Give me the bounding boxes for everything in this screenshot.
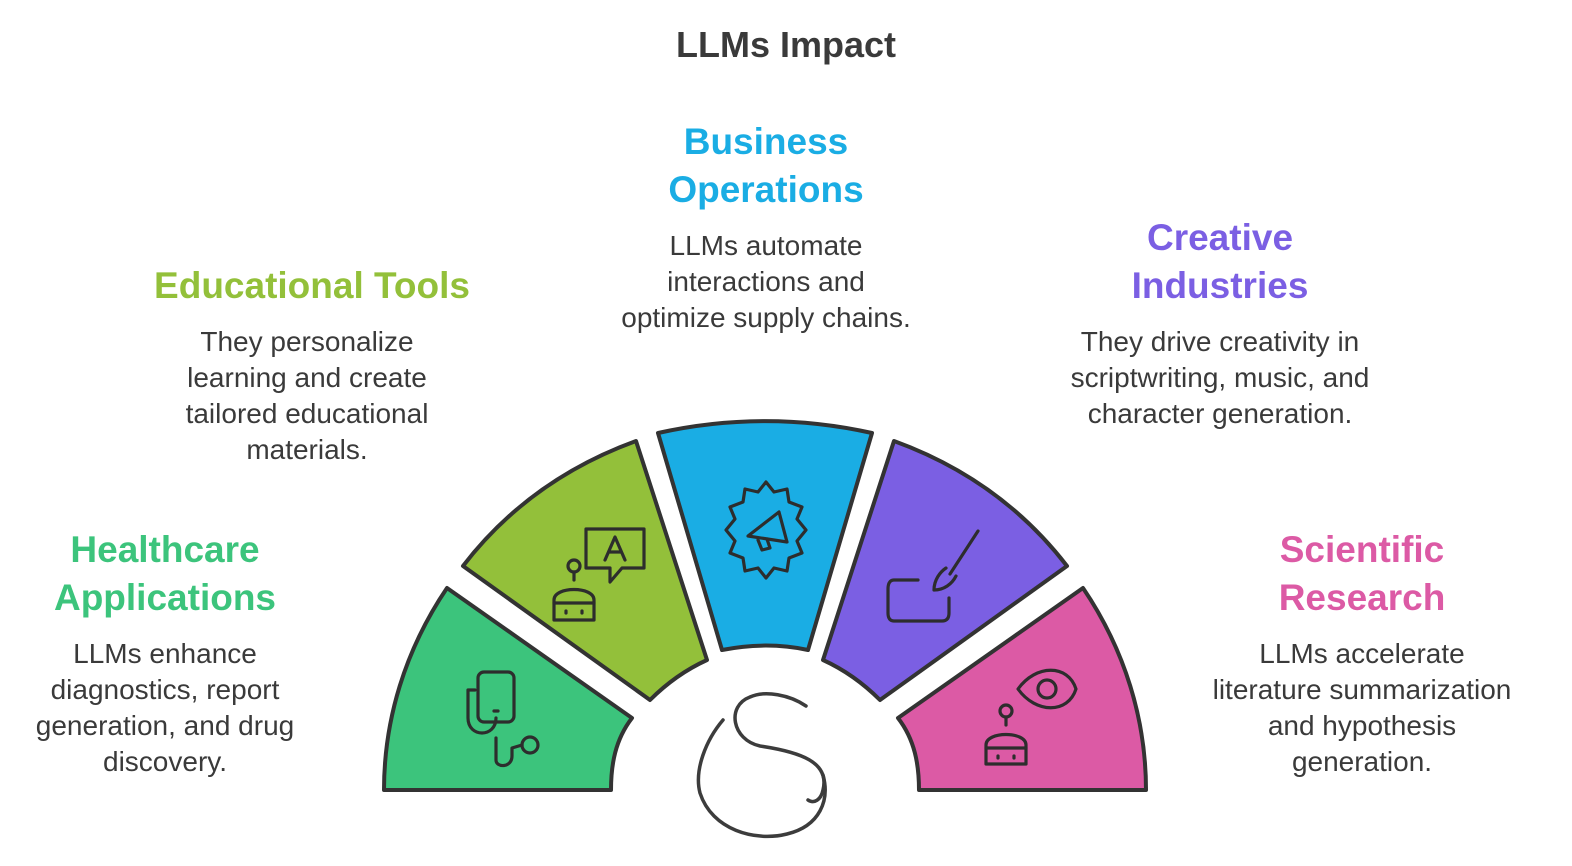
business-description: LLMs automate interactions and optimize … xyxy=(621,230,911,333)
logo-icon xyxy=(696,692,827,839)
paintbrush-icon xyxy=(886,529,980,623)
creative-block: Creative Industries They drive creativit… xyxy=(1040,214,1400,432)
robot-eye-icon xyxy=(984,668,1078,766)
scientific-block: Scientific Research LLMs accelerate lite… xyxy=(1190,526,1534,780)
scientific-title: Scientific Research xyxy=(1278,529,1446,618)
business-title: Business Operations xyxy=(668,121,864,210)
robot-chat-icon xyxy=(552,527,646,622)
stethoscope-phone-icon xyxy=(466,670,540,768)
educational-segment xyxy=(461,439,709,702)
creative-description: They drive creativity in scriptwriting, … xyxy=(1070,326,1370,429)
scientific-segment xyxy=(896,586,1148,792)
healthcare-title: Healthcare Applications xyxy=(53,529,277,618)
scientific-description: LLMs accelerate literature summarization… xyxy=(1212,638,1512,777)
megaphone-gear-icon xyxy=(724,480,808,580)
educational-title: Educational Tools xyxy=(154,265,470,306)
diagram-title: LLMs Impact xyxy=(675,24,897,65)
healthcare-description: LLMs enhance diagnostics, report generat… xyxy=(35,638,295,777)
educational-description: They personalize learning and create tai… xyxy=(185,326,429,465)
healthcare-block: Healthcare Applications LLMs enhance dia… xyxy=(10,526,320,780)
business-segment xyxy=(656,419,874,652)
educational-block: Educational Tools They personalize learn… xyxy=(132,262,492,468)
creative-title: Creative Industries xyxy=(1131,217,1309,306)
business-block: Business Operations LLMs automate intera… xyxy=(596,118,936,336)
healthcare-segment xyxy=(382,586,634,792)
